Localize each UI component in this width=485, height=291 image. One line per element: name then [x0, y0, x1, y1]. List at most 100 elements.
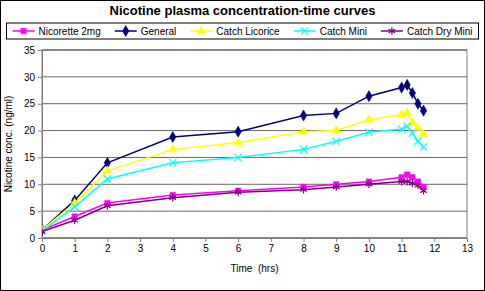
marker — [398, 178, 405, 186]
marker — [42, 228, 45, 236]
grid-line — [42, 50, 467, 51]
series-line — [42, 175, 424, 230]
marker — [300, 110, 306, 121]
tick-mark — [38, 50, 42, 51]
series-markers — [42, 178, 427, 236]
series-markers — [42, 123, 427, 235]
tick: 0 — [40, 238, 46, 254]
tick-mark — [38, 131, 42, 132]
legend-frame — [6, 23, 478, 39]
marker — [403, 108, 412, 115]
tick-mark — [304, 238, 305, 242]
legend-marker — [389, 27, 396, 35]
series-markers — [42, 79, 427, 235]
tick-label: 25 — [24, 98, 36, 109]
tick-label: 10 — [364, 243, 376, 254]
tick-mark — [205, 238, 206, 242]
grid-line — [42, 103, 467, 104]
tick: 20 — [24, 125, 42, 136]
tick-label: 13 — [462, 243, 474, 254]
tick-mark — [38, 184, 42, 185]
tick-label: 7 — [269, 243, 275, 254]
marker — [169, 159, 176, 166]
legend-marker — [197, 26, 206, 33]
series-line — [42, 182, 424, 232]
tick-mark — [238, 238, 239, 242]
tick-mark — [434, 238, 435, 242]
tick: 10 — [364, 238, 376, 254]
series-line — [42, 113, 424, 230]
tick: 10 — [24, 179, 42, 190]
marker — [415, 98, 421, 109]
tick-label: 9 — [334, 243, 340, 254]
tick: 30 — [24, 72, 42, 83]
marker — [235, 189, 242, 197]
legend-item: General — [115, 25, 177, 36]
legend-label: Nicorette 2mg — [38, 26, 100, 37]
tick-label: 35 — [24, 45, 36, 56]
series-line — [42, 126, 424, 231]
legend-marker — [123, 25, 129, 36]
marker — [398, 82, 404, 93]
tick: 25 — [24, 98, 42, 109]
marker — [104, 175, 111, 182]
axis-line — [38, 51, 43, 239]
series-markers — [42, 108, 428, 233]
marker — [234, 137, 243, 144]
marker — [235, 154, 242, 161]
tick-label: 20 — [24, 125, 36, 136]
tick-label: 5 — [29, 206, 35, 217]
tick-label: 1 — [72, 243, 78, 254]
marker — [410, 175, 415, 180]
marker — [333, 108, 339, 119]
marker — [104, 202, 111, 210]
marker — [71, 216, 78, 224]
tick: 13 — [462, 238, 474, 254]
marker — [333, 183, 340, 191]
tick: 5 — [203, 238, 209, 254]
tick-label: 8 — [301, 243, 307, 254]
legend-marker — [21, 28, 26, 33]
legend-item: Catch Mini — [294, 26, 367, 37]
marker — [366, 180, 373, 188]
marker — [300, 186, 307, 194]
tick-mark — [107, 238, 108, 242]
marker — [365, 129, 372, 136]
tick-label: 15 — [24, 152, 36, 163]
x-axis-title: Time (hrs) — [231, 263, 279, 274]
tick-label: 12 — [429, 243, 441, 254]
tick: 2 — [105, 238, 111, 254]
marker — [420, 105, 426, 116]
tick: 15 — [24, 152, 42, 163]
chart: Nicotine plasma concentration-time curve… — [0, 0, 485, 291]
legend-item: Nicorette 2mg — [12, 26, 100, 37]
legend-label: Catch Licorice — [216, 26, 280, 37]
marker — [365, 115, 374, 122]
marker — [409, 179, 416, 187]
tick-mark — [467, 238, 468, 242]
tick-mark — [369, 238, 370, 242]
marker — [419, 129, 428, 136]
grid — [42, 50, 467, 238]
tick-mark — [271, 238, 272, 242]
tick-label: 6 — [236, 243, 242, 254]
tick: 5 — [29, 206, 42, 217]
axis-line — [43, 239, 468, 243]
y-axis-title: Nicotine conc. (ng/ml) — [3, 96, 14, 193]
marker — [103, 166, 112, 173]
marker — [299, 127, 308, 134]
tick: 1 — [72, 238, 78, 254]
tick: 7 — [269, 238, 275, 254]
marker — [404, 79, 410, 90]
legend-label: Catch Mini — [320, 26, 367, 37]
marker — [300, 146, 307, 153]
tick-label: 10 — [24, 179, 36, 190]
legend-item: Catch Licorice — [190, 26, 280, 37]
marker — [404, 172, 409, 177]
marker — [235, 126, 241, 137]
marker — [415, 182, 422, 190]
tick-label: 30 — [24, 72, 36, 83]
marker — [71, 203, 78, 210]
y-axis: 05101520253035 — [24, 45, 43, 244]
tick-label: 5 — [203, 243, 209, 254]
